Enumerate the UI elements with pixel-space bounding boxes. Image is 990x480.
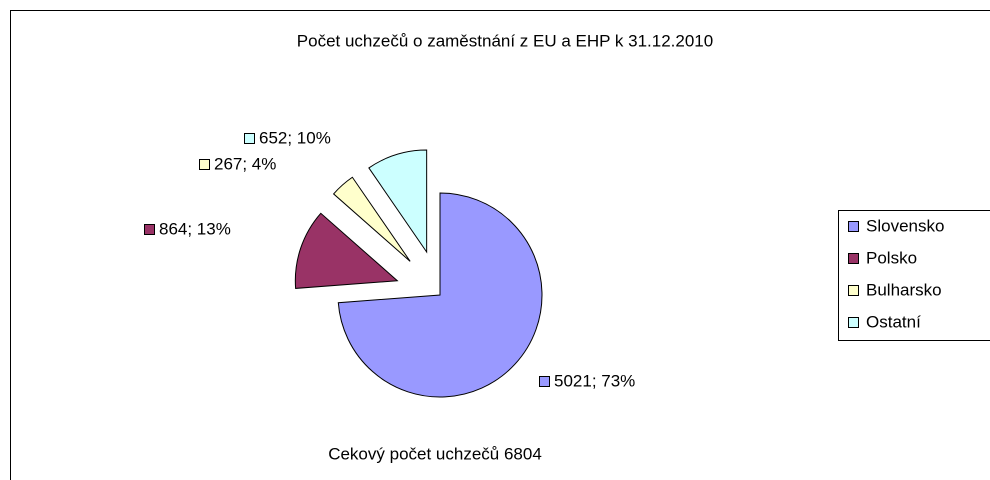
data-label: 5021; 73% bbox=[554, 371, 635, 390]
legend-label: Ostatní bbox=[866, 312, 921, 331]
chart-title: Počet uchzečů o zaměstnání z EU a EHP k … bbox=[297, 31, 713, 50]
legend-label: Polsko bbox=[866, 248, 917, 267]
label-swatch bbox=[144, 224, 155, 235]
data-label: 864; 13% bbox=[159, 219, 231, 238]
label-swatch bbox=[539, 376, 550, 387]
label-swatch bbox=[199, 159, 210, 170]
legend-label: Bulharsko bbox=[866, 280, 942, 299]
pie-slice bbox=[337, 192, 543, 398]
label-swatch bbox=[244, 133, 255, 144]
legend-box bbox=[838, 210, 990, 341]
pie-slice bbox=[294, 212, 399, 289]
data-label: 267; 4% bbox=[214, 154, 276, 173]
legend-label: Slovensko bbox=[866, 216, 944, 235]
data-label: 652; 10% bbox=[259, 128, 331, 147]
legend-swatch bbox=[848, 253, 859, 264]
legend-swatch bbox=[848, 317, 859, 328]
pie-slice bbox=[332, 176, 411, 262]
annotation: Cekový počet uchzečů 6804 bbox=[328, 444, 542, 463]
pie-slice bbox=[368, 149, 428, 254]
legend-swatch bbox=[848, 285, 859, 296]
legend-swatch bbox=[848, 221, 859, 232]
